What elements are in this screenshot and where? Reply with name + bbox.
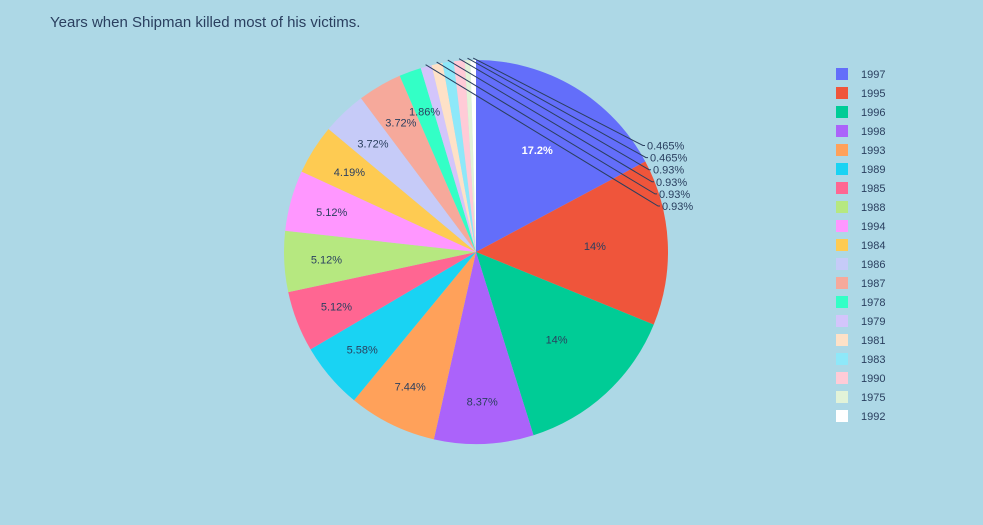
legend-label-1987[interactable]: 1987 [861,278,885,290]
slice-label-1998: 8.37% [467,397,498,409]
leader-line-1981 [436,61,657,195]
legend-label-1995[interactable]: 1995 [861,88,885,100]
legend-swatch-1993[interactable] [836,144,848,156]
leader-line-1990 [458,58,651,171]
pie-slice-1998[interactable] [433,252,534,445]
legend-label-1983[interactable]: 1983 [861,354,885,366]
pie-slice-1993[interactable] [354,252,476,440]
legend-swatch-1985[interactable] [836,182,848,194]
slice-label-1986: 3.72% [357,138,388,150]
legend-label-1985[interactable]: 1985 [861,183,885,195]
slice-label-1994: 5.12% [316,207,347,219]
slice-label-1988: 5.12% [311,254,342,266]
slice-label-1981: 0.93% [659,189,690,201]
chart-title: Years when Shipman killed most of his vi… [50,14,361,31]
legend-swatch-1998[interactable] [836,125,848,137]
legend-swatch-1981[interactable] [836,334,848,346]
legend-swatch-1989[interactable] [836,163,848,175]
pie-slice-1986[interactable] [328,98,476,253]
slice-label-1983: 0.93% [656,177,687,189]
pie-slice-1981[interactable] [431,62,476,253]
slice-label-1978: 1.86% [409,106,440,118]
legend-swatch-1988[interactable] [836,201,848,213]
legend-label-1979[interactable]: 1979 [861,316,885,328]
legend-label-1990[interactable]: 1990 [861,373,885,385]
pie-slice-1975[interactable] [464,60,476,253]
legend-label-1978[interactable]: 1978 [861,297,885,309]
legend-swatch-1978[interactable] [836,296,848,308]
legend-label-1986[interactable]: 1986 [861,259,885,271]
pie-slices [284,60,668,445]
legend-label-1984[interactable]: 1984 [861,240,885,252]
legend-label-1992[interactable]: 1992 [861,411,885,423]
legend-label-1988[interactable]: 1988 [861,202,885,214]
pie-slice-1979[interactable] [420,65,476,252]
outside-slice-labels: 0.93%0.93%0.93%0.93%0.465%0.465% [425,57,693,213]
slice-label-1989: 5.58% [347,344,378,356]
slice-label-1987: 3.72% [385,117,416,129]
legend-swatch-1996[interactable] [836,106,848,118]
legend-label-1993[interactable]: 1993 [861,145,885,157]
pie-slice-1989[interactable] [310,252,476,401]
legend-swatch-1987[interactable] [836,277,848,289]
legend-label-1989[interactable]: 1989 [861,164,885,176]
legend-swatch-1975[interactable] [836,391,848,403]
leader-line-1992 [472,57,645,146]
leader-line-1975 [467,57,648,159]
pie-slice-1995[interactable] [476,161,668,325]
legend-swatch-1979[interactable] [836,315,848,327]
pie-slice-1994[interactable] [285,171,476,252]
pie-slice-1990[interactable] [453,60,476,252]
pie-slice-1984[interactable] [301,129,476,252]
pie-slice-1996[interactable] [476,252,654,436]
legend-swatch-1997[interactable] [836,68,848,80]
slice-label-1997: 17.2% [522,145,553,157]
pie-slice-1983[interactable] [442,61,476,253]
legend-label-1994[interactable]: 1994 [861,221,885,233]
slice-label-1993: 7.44% [395,382,426,394]
slice-label-1979: 0.93% [662,201,693,213]
legend-label-1997[interactable]: 1997 [861,69,885,81]
pie-slice-1997[interactable] [476,60,646,252]
legend-label-1996[interactable]: 1996 [861,107,885,119]
legend-swatch-1995[interactable] [836,87,848,99]
slice-label-1985: 5.12% [321,301,352,313]
slice-label-1984: 4.19% [334,167,365,179]
legend-swatch-1990[interactable] [836,372,848,384]
legend-swatch-1992[interactable] [836,410,848,422]
slice-label-1992: 0.465% [647,141,685,153]
chart-legend: 1997 1995 1996 1998 1993 1989 1985 1988 1994 1984… [836,68,885,423]
legend-swatch-1986[interactable] [836,258,848,270]
pie-slice-1978[interactable] [399,68,476,252]
leader-line-1979 [425,64,660,207]
leader-line-1983 [447,59,654,183]
legend-label-1975[interactable]: 1975 [861,392,885,404]
pie-slice-1992[interactable] [470,60,476,252]
slice-label-1996: 14% [546,335,568,347]
legend-swatch-1984[interactable] [836,239,848,251]
pie-slice-1987[interactable] [361,75,476,253]
legend-swatch-1994[interactable] [836,220,848,232]
pie-slice-1985[interactable] [288,252,476,350]
legend-label-1981[interactable]: 1981 [861,335,885,347]
legend-label-1998[interactable]: 1998 [861,126,885,138]
slice-labels: 17.2% 14% 14% 8.37% 7.44% 5.58% 5.12% 5.12% 5.12… [311,106,606,408]
pie-slice-1988[interactable] [284,230,476,293]
slice-label-1990: 0.93% [653,165,684,177]
slice-label-1975: 0.465% [650,153,688,165]
slice-label-1995: 14% [584,241,606,253]
legend-swatch-1983[interactable] [836,353,848,365]
